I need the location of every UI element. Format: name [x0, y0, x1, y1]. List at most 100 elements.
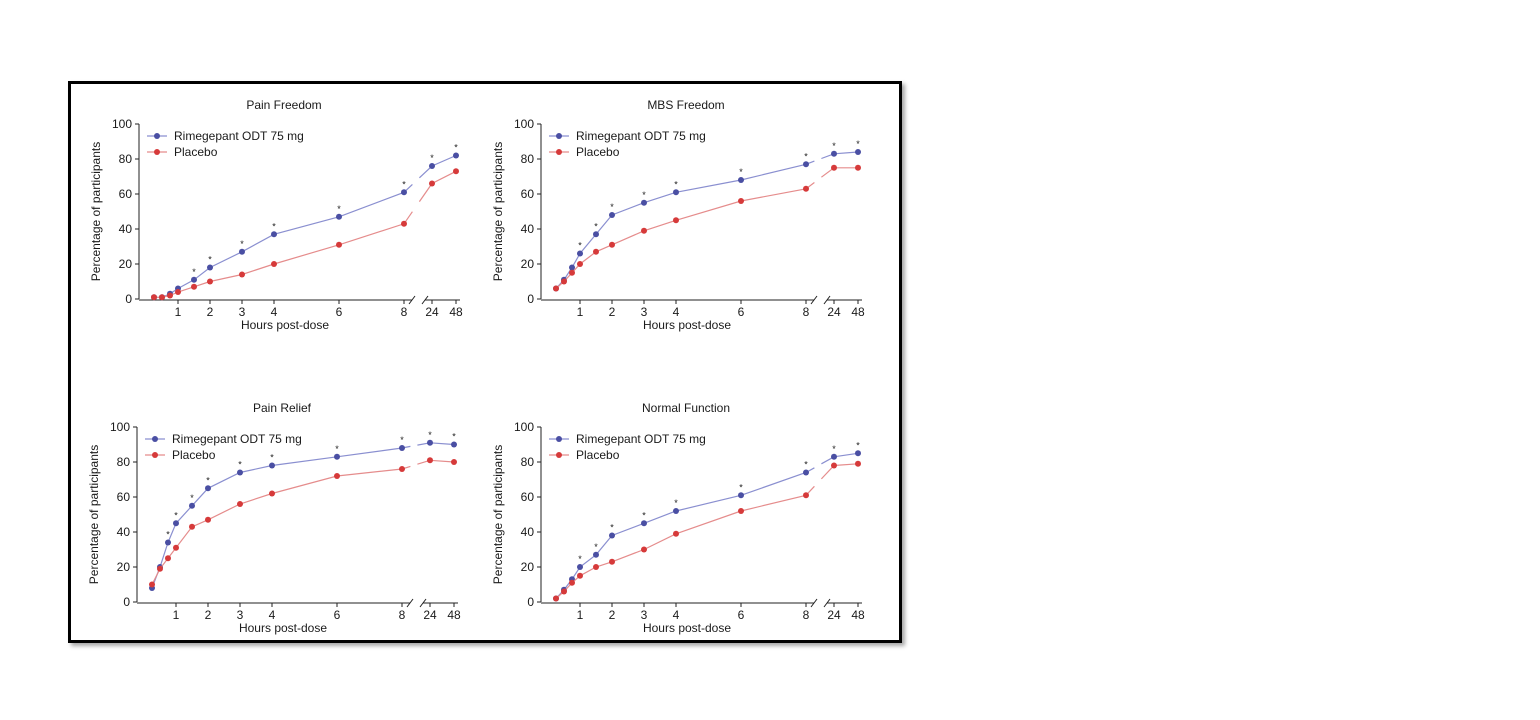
x-tick-label: 48	[851, 608, 865, 622]
significance-marker: *	[610, 523, 614, 533]
data-point	[451, 441, 457, 448]
data-point	[641, 520, 647, 527]
chart-panel-2: MBS Freedom 0 20 40 60 80 100 Percentage of par…	[491, 98, 865, 332]
y-tick-label: 100	[110, 420, 130, 434]
significance-marker: *	[856, 139, 860, 149]
data-point	[239, 271, 245, 278]
y-tick-label: 60	[117, 490, 131, 504]
data-point	[167, 292, 173, 299]
data-point	[191, 276, 197, 283]
data-point	[569, 269, 575, 276]
data-point	[399, 466, 405, 472]
x-tick-label: 24	[827, 608, 841, 622]
data-point	[173, 520, 179, 527]
data-point	[334, 473, 340, 479]
significance-marker: *	[674, 179, 678, 189]
legend-label: Placebo	[576, 145, 620, 159]
data-point	[269, 490, 275, 497]
legend-marker	[556, 149, 562, 155]
data-point	[157, 565, 163, 572]
y-tick-label: 20	[117, 560, 131, 574]
data-point	[673, 217, 679, 224]
data-point	[336, 213, 342, 220]
data-point	[609, 241, 615, 248]
data-point	[831, 453, 837, 460]
data-point	[401, 220, 407, 227]
legend-label: Placebo	[172, 448, 216, 462]
series-line-1	[151, 445, 411, 589]
y-axis-label: Percentage of participants	[491, 142, 505, 281]
data-point	[453, 152, 459, 159]
data-point	[673, 189, 679, 196]
data-point	[609, 532, 615, 539]
significance-marker: *	[166, 530, 170, 540]
data-point	[271, 231, 277, 238]
x-tick-label: 4	[271, 305, 278, 319]
significance-marker: *	[192, 267, 196, 277]
data-point	[577, 261, 583, 267]
x-tick-label: 2	[205, 608, 212, 622]
y-tick-label: 100	[112, 117, 132, 131]
data-point	[609, 558, 615, 565]
data-point	[593, 231, 599, 238]
x-tick-label: 1	[577, 305, 584, 319]
significance-marker: *	[454, 143, 458, 153]
axis-break-mark	[810, 295, 818, 305]
data-point	[553, 595, 559, 602]
x-tick-label: 4	[269, 608, 276, 622]
significance-marker: *	[674, 498, 678, 508]
x-axis-label: Hours post-dose	[239, 621, 327, 635]
significance-marker: *	[430, 153, 434, 163]
x-axis-label: Hours post-dose	[643, 318, 731, 332]
significance-marker: *	[642, 190, 646, 200]
significance-marker: *	[335, 444, 339, 454]
x-tick-label: 1	[175, 305, 182, 319]
data-point	[641, 199, 647, 206]
x-tick-label: 24	[827, 305, 841, 319]
y-tick-label: 60	[119, 187, 133, 201]
data-point	[237, 469, 243, 476]
data-point	[855, 164, 861, 171]
data-point	[149, 581, 155, 588]
data-point	[429, 163, 435, 169]
y-tick-label: 0	[123, 595, 130, 609]
y-tick-label: 40	[521, 525, 535, 539]
data-point	[453, 168, 459, 175]
significance-marker: *	[832, 141, 836, 151]
data-point	[239, 248, 245, 255]
data-point	[401, 189, 407, 196]
data-point	[855, 149, 861, 155]
y-axis-label: Percentage of participants	[89, 142, 103, 281]
significance-marker: *	[804, 151, 808, 161]
y-tick-label: 80	[521, 455, 535, 469]
data-point	[336, 241, 342, 248]
y-axis-label: Percentage of participants	[87, 445, 101, 584]
x-tick-label: 48	[449, 305, 463, 319]
data-point	[189, 502, 195, 509]
x-tick-label: 6	[334, 608, 341, 622]
y-tick-label: 40	[117, 525, 131, 539]
significance-marker: *	[272, 221, 276, 231]
data-point	[855, 450, 861, 457]
legend-label: Rimegepant ODT 75 mg	[576, 432, 706, 446]
data-point	[207, 264, 213, 271]
x-tick-label: 6	[738, 608, 745, 622]
data-point	[429, 180, 435, 187]
data-point	[427, 439, 433, 446]
chart-title: Normal Function	[642, 401, 730, 415]
significance-marker: *	[428, 430, 432, 440]
significance-marker: *	[208, 255, 212, 265]
significance-marker: *	[739, 482, 743, 492]
x-tick-label: 8	[401, 305, 408, 319]
axis-break-mark	[810, 598, 818, 608]
data-point	[173, 544, 179, 551]
legend-marker	[152, 452, 158, 458]
axis-break-mark	[408, 295, 416, 305]
chart-panel-3: Pain Relief 0 20 40 60 80 100 Percentage of par…	[87, 401, 461, 635]
series-line-2-after-break	[417, 459, 455, 465]
axis-break-mark	[823, 598, 831, 608]
data-point	[553, 285, 559, 292]
y-tick-label: 40	[119, 222, 133, 236]
data-point	[831, 150, 837, 157]
